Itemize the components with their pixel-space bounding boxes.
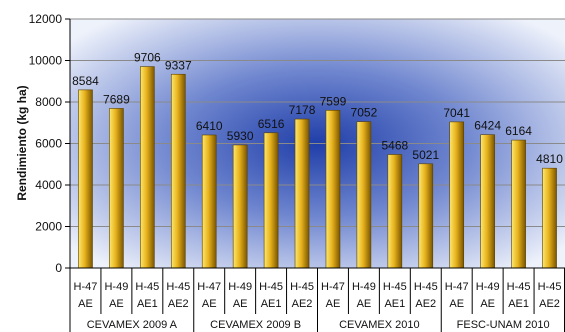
x-tick-label: H-45	[414, 281, 438, 293]
bar	[263, 132, 279, 269]
x-tick-label-sub: AE	[78, 298, 93, 310]
group-labels: CEVAMEX 2009 A CEVAMEX 2009 B CEVAMEX 2010…	[87, 319, 550, 331]
data-label: 9337	[165, 58, 192, 72]
x-tick-label-sub: AE	[233, 298, 248, 310]
x-tick-label-sub: AE1	[508, 298, 529, 310]
x-tick-label: H-45	[290, 281, 314, 293]
group-label: CEVAMEX 2009 B	[210, 319, 301, 331]
x-tick-label: H-49	[352, 281, 376, 293]
x-tick-label: H-45	[383, 281, 407, 293]
bar	[356, 121, 372, 269]
x-tick-label-sub: AE1	[137, 298, 158, 310]
data-label: 7052	[351, 106, 378, 120]
x-tick-label: H-45	[507, 281, 531, 293]
bar	[294, 118, 310, 269]
y-tick-label: 2000	[35, 220, 62, 234]
data-label: 8584	[72, 74, 99, 88]
x-tick-label: H-47	[445, 281, 469, 293]
x-tick-label: H-47	[197, 281, 221, 293]
x-tick-label-sub: AE	[109, 298, 124, 310]
data-label: 6410	[196, 119, 223, 133]
x-tick-label-sub: AE	[449, 298, 464, 310]
data-label: 5930	[227, 129, 254, 143]
x-tick-label: H-49	[476, 281, 500, 293]
y-axis-label: Rendimiento (kg ha)	[15, 85, 29, 200]
y-tick-labels: 0 2000 4000 6000 8000 10000 12000	[29, 12, 63, 275]
bar	[418, 163, 434, 269]
data-label: 7599	[320, 94, 347, 108]
data-label: 4810	[536, 152, 563, 166]
y-tick-label: 10000	[29, 54, 63, 68]
x-tick-label-sub: AE1	[384, 298, 405, 310]
x-tick-label-sub: AE	[357, 298, 372, 310]
data-label: 6424	[474, 119, 501, 133]
x-tick-label: H-47	[74, 281, 98, 293]
x-tick-label: H-45	[538, 281, 562, 293]
x-tick-label-sub: AE	[326, 298, 341, 310]
x-tick-label-sub: AE1	[261, 298, 282, 310]
bar	[542, 167, 557, 269]
y-tick-label: 12000	[29, 12, 63, 26]
group-label: FESC-UNAM 2010	[457, 319, 550, 331]
axes	[65, 18, 565, 332]
x-tick-label: H-45	[259, 281, 283, 293]
data-label: 6164	[505, 124, 532, 138]
bar	[387, 154, 403, 269]
group-label: CEVAMEX 2010	[339, 319, 420, 331]
data-label: 5021	[412, 148, 439, 162]
bar	[480, 134, 495, 269]
data-label: 7178	[289, 103, 316, 117]
y-tick-label: 4000	[35, 178, 62, 192]
x-tick-label: H-49	[228, 281, 252, 293]
x-tick-label: H-45	[166, 281, 190, 293]
bar	[232, 144, 248, 269]
x-tick-labels: H-47 AE H-49 AE H-45 AE1 H-45 AE2 H-47 AE H-49 AE H-…	[74, 281, 562, 310]
x-tick-label-sub: AE2	[539, 298, 560, 310]
x-tick-label-sub: AE	[480, 298, 495, 310]
y-tick-label: 8000	[35, 95, 62, 109]
x-tick-label: H-49	[104, 281, 128, 293]
x-tick-label: H-47	[321, 281, 345, 293]
group-label: CEVAMEX 2009 A	[87, 319, 178, 331]
bar	[78, 89, 93, 269]
x-tick-label-sub: AE2	[415, 298, 436, 310]
bars	[78, 66, 557, 269]
y-tick-label: 0	[55, 261, 62, 275]
bar	[511, 139, 526, 269]
data-label: 9706	[134, 51, 161, 65]
data-label: 5468	[381, 139, 408, 153]
x-tick-label: H-45	[135, 281, 159, 293]
data-label: 7041	[443, 106, 470, 120]
bar	[140, 66, 155, 269]
bar	[170, 73, 186, 269]
bar	[109, 108, 124, 269]
bar	[325, 110, 341, 269]
bar	[449, 121, 465, 269]
x-tick-label-sub: AE2	[168, 298, 189, 310]
data-label: 6516	[258, 117, 285, 131]
x-tick-label-sub: AE2	[292, 298, 313, 310]
bar	[201, 134, 217, 269]
x-tick-label-sub: AE	[202, 298, 217, 310]
y-tick-label: 6000	[35, 137, 62, 151]
value-labels: 8584 7689 9706 9337 6410 5930 6516 7178 7599 7052…	[72, 51, 563, 167]
data-label: 7689	[103, 92, 130, 106]
